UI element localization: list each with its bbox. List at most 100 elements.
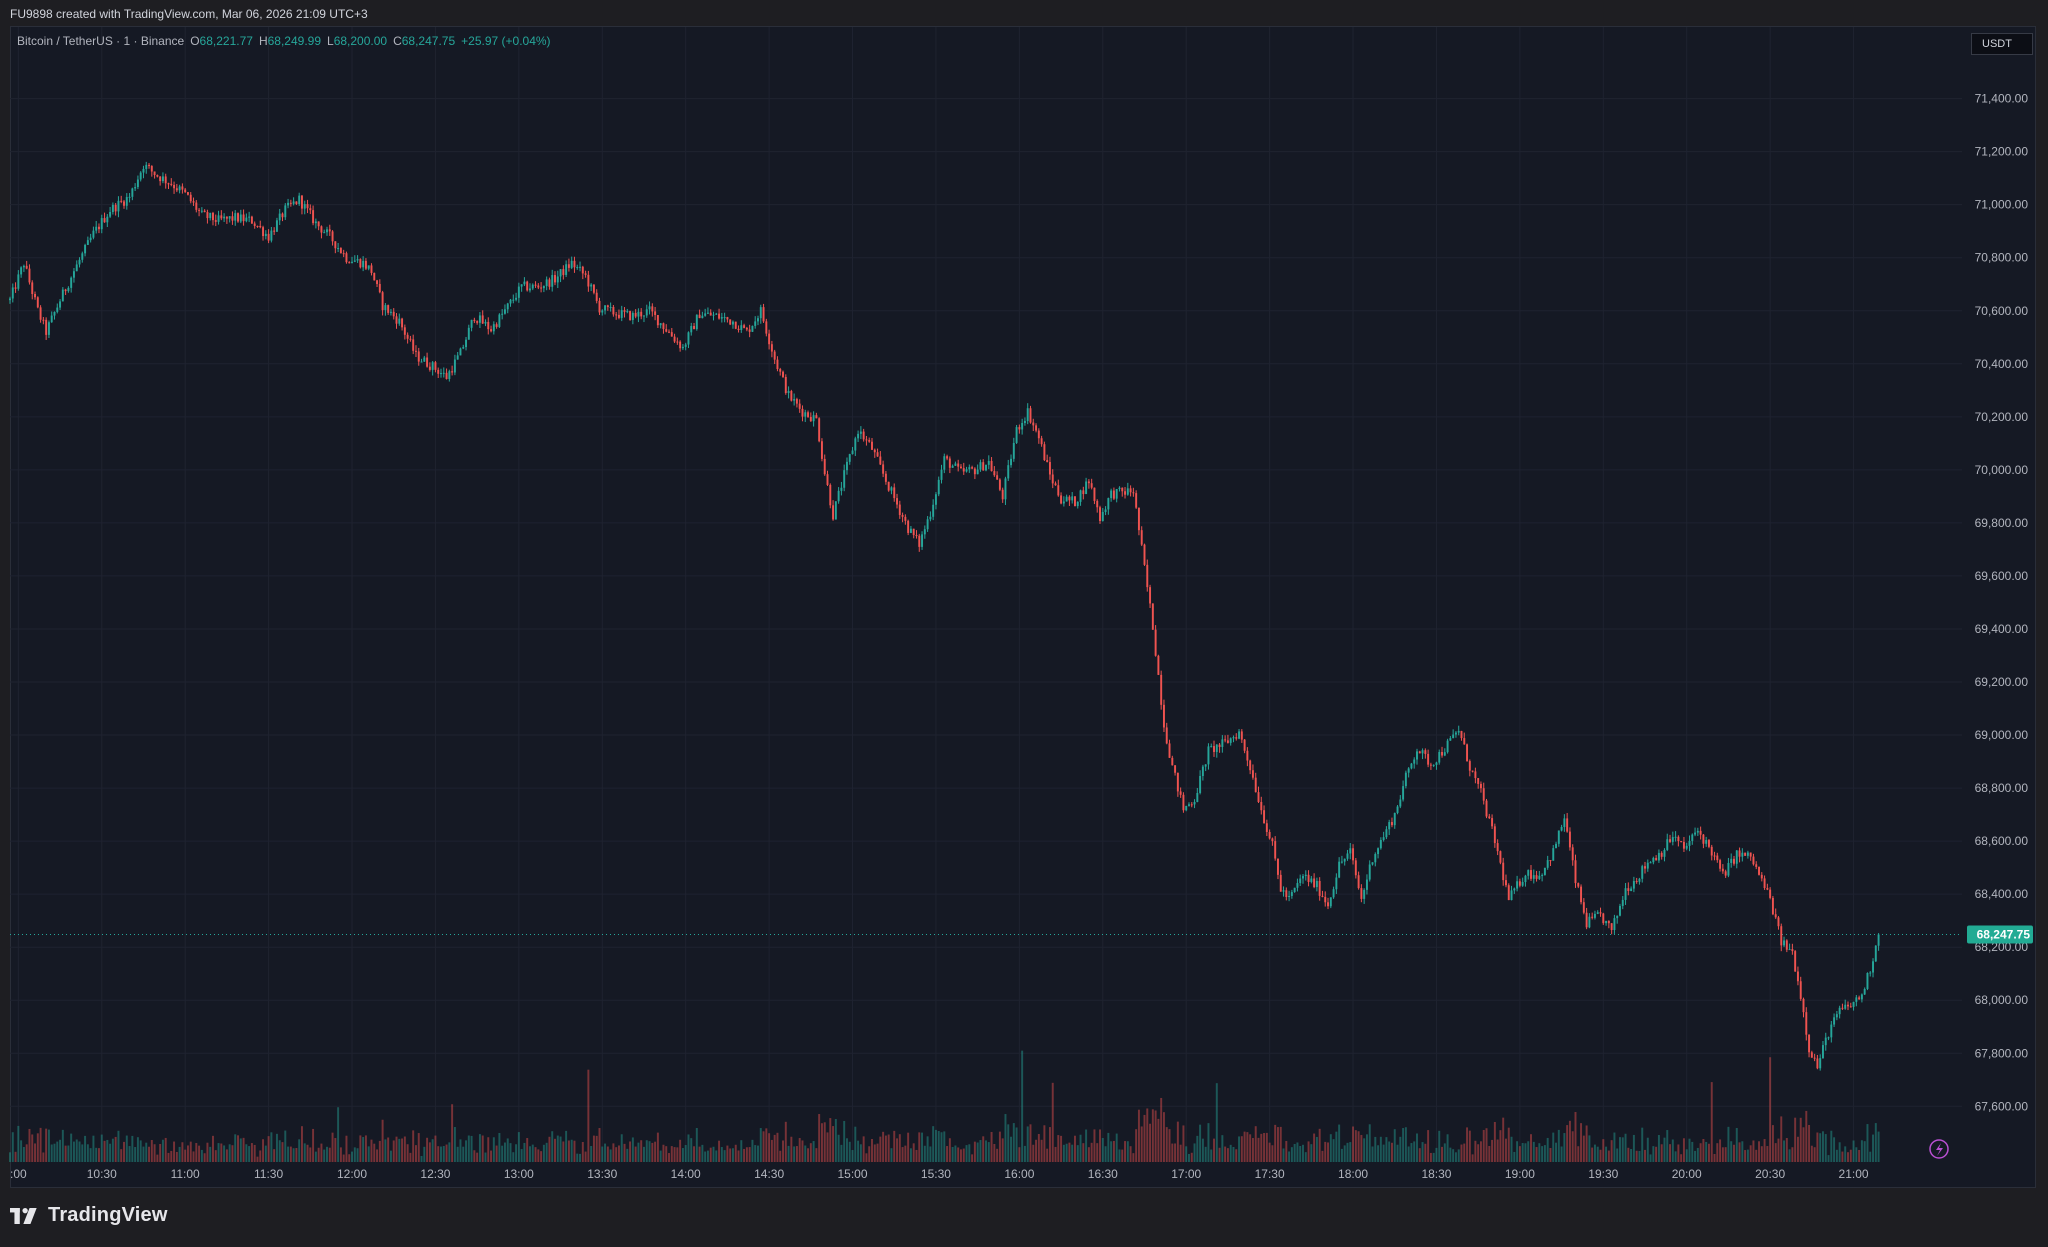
candle-body xyxy=(1182,794,1185,811)
chart-frame[interactable] xyxy=(10,26,2036,1188)
volume-bar xyxy=(78,1141,81,1162)
volume-bar xyxy=(665,1146,668,1162)
volume-bar xyxy=(1630,1149,1633,1162)
candle-body xyxy=(534,284,537,286)
volume-bar xyxy=(39,1127,42,1162)
price-tick-label: 70,200.00 xyxy=(1975,410,2029,424)
candle-body xyxy=(718,313,721,319)
candle-body xyxy=(1488,816,1491,819)
volume-bar xyxy=(1332,1139,1335,1162)
volume-bar xyxy=(1874,1123,1877,1162)
lightning-icon[interactable] xyxy=(1929,1139,1949,1159)
candle-body xyxy=(901,514,904,517)
legend-high-value: 68,249.99 xyxy=(267,34,321,48)
volume-bar xyxy=(1082,1143,1085,1162)
volume-bar xyxy=(1518,1146,1521,1162)
volume-bar xyxy=(1168,1129,1171,1162)
volume-bar xyxy=(1532,1141,1535,1162)
candle-body xyxy=(72,271,75,278)
volume-bar xyxy=(807,1148,810,1162)
volume-bar xyxy=(645,1140,648,1162)
volume-bar xyxy=(1115,1133,1118,1162)
volume-bar xyxy=(812,1141,815,1162)
volume-bar xyxy=(342,1154,345,1162)
candle-body xyxy=(1260,801,1263,811)
candle-body xyxy=(309,208,312,211)
volume-bar xyxy=(876,1143,879,1162)
volume-bar xyxy=(718,1140,721,1162)
price-tick-label: 67,800.00 xyxy=(1975,1046,2029,1060)
volume-bar xyxy=(1338,1124,1341,1162)
volume-bar xyxy=(681,1148,684,1162)
volume-bar xyxy=(453,1127,456,1162)
volume-bar xyxy=(303,1143,306,1162)
candle-body xyxy=(1307,874,1310,882)
volume-bar xyxy=(490,1150,493,1162)
volume-bar xyxy=(1841,1151,1844,1162)
candle-body xyxy=(1110,490,1113,499)
candle-body xyxy=(670,332,673,337)
volume-bar xyxy=(186,1145,189,1162)
tradingview-logo[interactable]: TradingView xyxy=(10,1204,168,1227)
volume-bar xyxy=(1657,1135,1660,1162)
candle-body xyxy=(537,285,540,288)
volume-bar xyxy=(1646,1137,1649,1162)
last-price-tag: 68,247.75 xyxy=(1967,925,2033,944)
volume-bar xyxy=(1413,1141,1416,1162)
volume-bar xyxy=(1126,1141,1129,1162)
price-tick-label: 70,800.00 xyxy=(1975,251,2029,265)
volume-bar xyxy=(1023,1145,1026,1162)
volume-bar xyxy=(1021,1050,1024,1162)
price-axis[interactable]: 71,400.00 71,200.00 71,000.00 70,800.00 70,6… xyxy=(1975,92,2029,1114)
volume-bar xyxy=(904,1145,907,1162)
candle-body xyxy=(601,310,604,313)
candle-body xyxy=(1638,878,1641,882)
volume-bar xyxy=(890,1148,893,1162)
candle-body xyxy=(1429,764,1432,766)
legend-open-label: O xyxy=(190,34,200,48)
volume-bar xyxy=(584,1151,587,1162)
volume-bar xyxy=(1752,1140,1755,1162)
candle-body xyxy=(1107,498,1110,510)
legend-symbol[interactable]: Bitcoin / TetherUS · 1 · Binance xyxy=(17,34,185,48)
candle-body xyxy=(1157,655,1160,675)
volume-bar xyxy=(901,1147,904,1162)
volume-bar xyxy=(1315,1136,1318,1162)
volume-bar xyxy=(448,1142,451,1162)
volume-bar xyxy=(1866,1124,1869,1162)
price-tick-label: 68,200.00 xyxy=(1975,940,2029,954)
volume-bar xyxy=(156,1154,159,1162)
volume-bar xyxy=(1296,1142,1299,1162)
candle-body xyxy=(890,487,893,491)
candle-body xyxy=(320,226,323,233)
time-tick-label: :00 xyxy=(10,1167,27,1181)
volume-bar xyxy=(1735,1127,1738,1162)
currency-selector[interactable]: USDT xyxy=(1971,33,2033,55)
candle-body xyxy=(1518,881,1521,886)
candle-body xyxy=(1847,1004,1849,1007)
volume-bar xyxy=(1568,1120,1571,1162)
candle-body xyxy=(1235,737,1238,739)
candle-body xyxy=(1771,897,1774,915)
candle-body xyxy=(1062,501,1065,504)
candle-body xyxy=(420,361,423,363)
candle-body xyxy=(1185,805,1188,811)
time-tick-label: 15:00 xyxy=(838,1167,868,1181)
time-axis[interactable]: :00 10:30 11:00 11:30 12:00 12:30 13:00 13:30 14… xyxy=(10,1167,1869,1181)
volume-bar xyxy=(159,1144,162,1162)
volume-bar xyxy=(1580,1123,1583,1162)
candle-body xyxy=(89,237,92,241)
volume-bar xyxy=(148,1146,151,1162)
candle-body xyxy=(195,202,198,210)
volume-bar xyxy=(348,1154,351,1162)
volume-bar xyxy=(409,1152,412,1162)
volume-bar xyxy=(1877,1131,1880,1162)
volume-bar xyxy=(50,1144,53,1162)
candle-body xyxy=(150,165,153,172)
candle-body xyxy=(1702,834,1705,844)
candle-body xyxy=(1071,496,1074,501)
candle-body xyxy=(1421,750,1424,754)
price-chart[interactable]: 71,400.00 71,200.00 71,000.00 70,800.00 70,6… xyxy=(0,0,2048,1188)
candle-body xyxy=(364,260,367,269)
candle-body xyxy=(1010,458,1012,466)
